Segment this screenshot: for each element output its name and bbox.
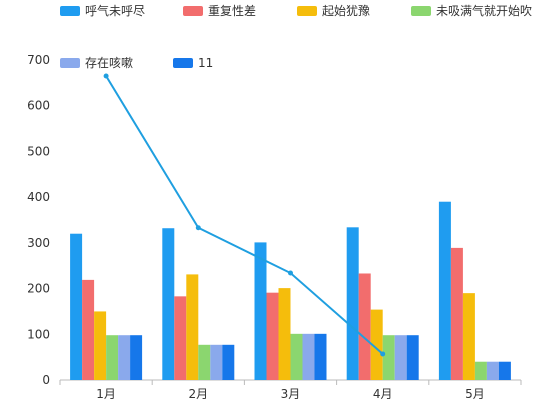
bar	[210, 344, 223, 380]
legend-label: 存在咳嗽	[85, 56, 133, 70]
legend-label: 未吸满气就开始吹	[436, 3, 532, 18]
y-tick-label: 100	[27, 327, 50, 341]
bar	[370, 309, 383, 380]
x-tick-label: 1月	[96, 387, 116, 401]
bar	[278, 288, 291, 380]
y-tick-label: 200	[27, 282, 50, 296]
bar	[198, 344, 211, 380]
bar	[118, 335, 131, 380]
y-tick-label: 0	[42, 373, 50, 387]
legend-swatch	[411, 6, 431, 16]
legend-item[interactable]: 存在咳嗽	[60, 56, 133, 70]
bar	[346, 227, 359, 380]
legend-label: 11	[198, 56, 213, 70]
y-tick-label: 400	[27, 190, 50, 204]
bar	[290, 333, 303, 380]
x-tick-label: 3月	[281, 387, 301, 401]
legend-item[interactable]: 11	[173, 56, 213, 70]
bar	[162, 228, 175, 380]
legend-swatch	[297, 6, 317, 16]
bar	[394, 335, 407, 380]
x-tick-label: 4月	[373, 387, 393, 401]
y-tick-label: 300	[27, 236, 50, 250]
bar	[174, 296, 187, 380]
line-series	[103, 73, 386, 357]
legend-label: 重复性差	[208, 4, 256, 18]
y-tick-label: 500	[27, 144, 50, 158]
bar	[94, 311, 107, 380]
legend-swatch	[183, 6, 203, 16]
bar	[474, 361, 487, 380]
bar	[382, 335, 395, 380]
bar	[186, 274, 199, 380]
y-tick-label: 700	[27, 53, 50, 67]
bar	[486, 361, 499, 380]
y-axis: 0 100 200 300 400 500 600 700	[27, 53, 50, 387]
bar	[462, 293, 475, 380]
line-point	[195, 225, 201, 231]
bar	[302, 333, 315, 380]
bars	[70, 201, 511, 380]
bar	[358, 273, 371, 380]
legend-swatch	[60, 58, 80, 68]
line-point	[380, 351, 386, 357]
legend-label: 起始犹豫	[322, 4, 370, 18]
legend-swatch	[173, 58, 193, 68]
bar	[106, 335, 119, 380]
legend-swatch	[60, 6, 80, 16]
bar	[406, 335, 419, 380]
bar	[82, 279, 95, 380]
bar	[438, 201, 451, 380]
legend-item[interactable]: 起始犹豫	[297, 4, 370, 18]
bar	[498, 361, 511, 380]
line-point	[288, 270, 293, 276]
legend-item[interactable]: 重复性差	[183, 4, 256, 18]
x-axis: 1月 2月 3月 4月 5月	[59, 379, 522, 401]
legend-item[interactable]: 呼气未呼尽	[60, 3, 145, 18]
x-tick-label: 5月	[465, 387, 485, 401]
bar	[314, 333, 327, 380]
bar	[450, 247, 463, 380]
bar	[70, 233, 83, 380]
legend-label: 呼气未呼尽	[85, 3, 145, 18]
y-tick-label: 600	[27, 99, 50, 113]
line-point	[103, 73, 109, 79]
x-tick-label: 2月	[188, 387, 208, 401]
bar	[254, 242, 267, 380]
bar	[130, 335, 143, 380]
bar	[266, 292, 279, 380]
line-path	[105, 75, 384, 355]
legend-item[interactable]: 未吸满气就开始吹	[411, 3, 532, 18]
bar	[222, 344, 235, 380]
